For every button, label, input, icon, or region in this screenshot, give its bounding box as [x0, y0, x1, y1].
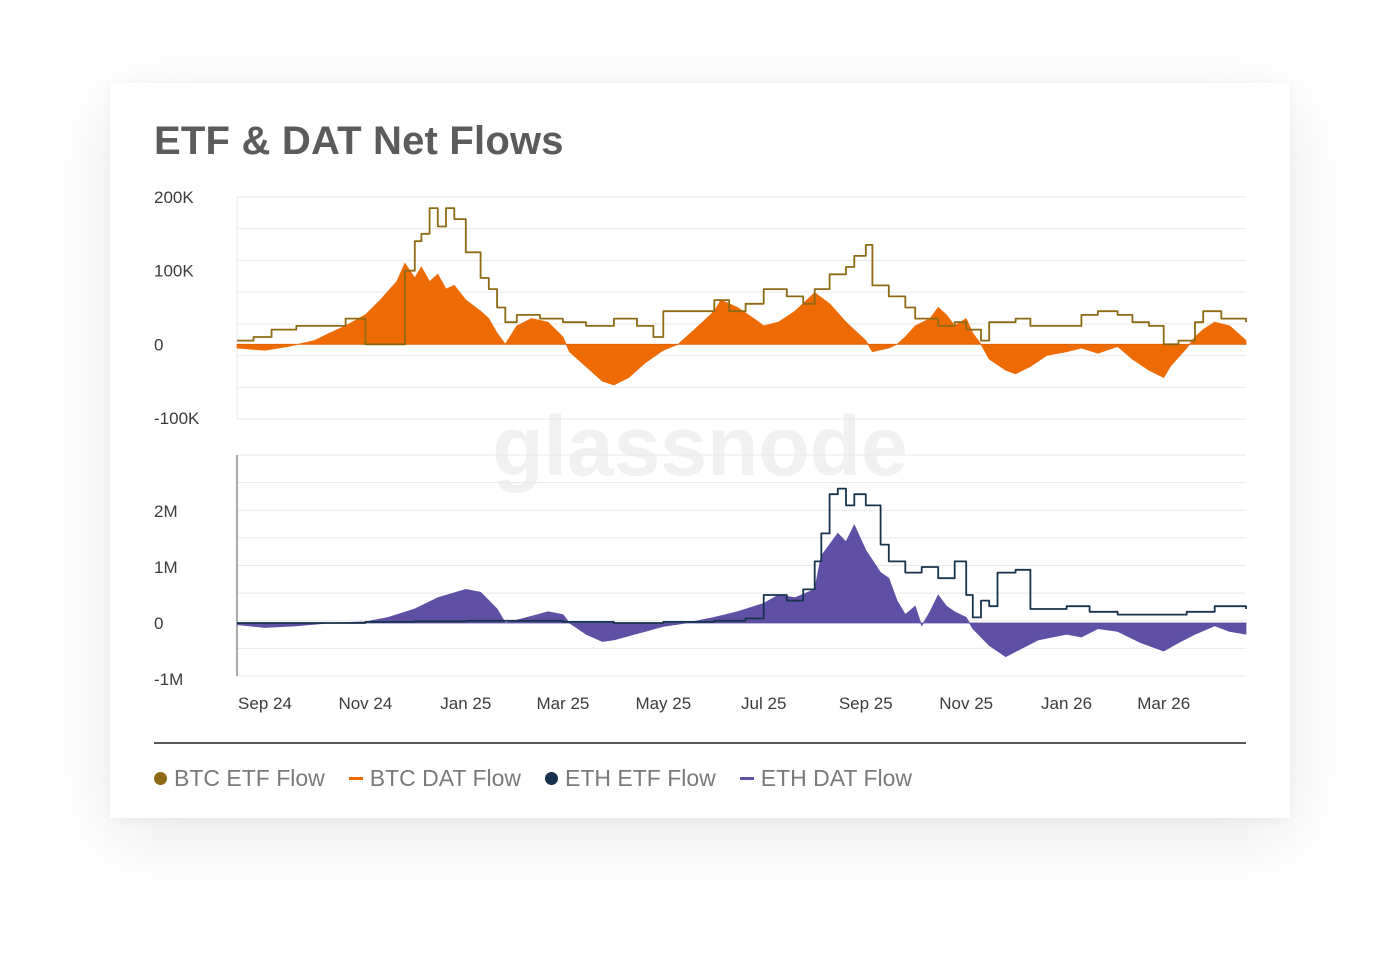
- y-tick-label: -1M: [154, 670, 183, 689]
- x-tick-label: Sep 24: [238, 694, 292, 713]
- y-tick-label: 200K: [154, 188, 194, 207]
- y-tick-label: 0: [154, 614, 163, 633]
- legend-label: ETH DAT Flow: [760, 765, 912, 791]
- chart-title: ETF & DAT Net Flows: [154, 119, 564, 163]
- legend-item[interactable]: ETH DAT Flow: [739, 765, 912, 792]
- x-tick-label: Nov 24: [338, 694, 392, 713]
- legend-item[interactable]: ETH ETF Flow: [545, 765, 716, 792]
- legend-item[interactable]: BTC ETF Flow: [154, 765, 325, 792]
- y-tick-label: -100K: [154, 409, 200, 428]
- chart-canvas: glassnode 200K 100K 0 -100K 2M 1M 0 -1M Sep 24 N…: [154, 188, 1247, 744]
- watermark-text: glassnode: [492, 399, 907, 493]
- legend: BTC ETF Flow BTC DAT Flow ETH ETF Flow ETH …: [154, 765, 936, 792]
- x-tick-label: Jan 25: [440, 694, 491, 713]
- legend-dot-icon: [545, 772, 558, 785]
- x-tick-label: Nov 25: [939, 694, 993, 713]
- eth-etf-flow-line: [237, 487, 1247, 624]
- x-tick-label: Jan 26: [1041, 694, 1092, 713]
- legend-dot-icon: [154, 772, 167, 785]
- y-tick-label: 0: [154, 335, 163, 354]
- legend-dash-icon: [739, 777, 754, 780]
- btc-series-layer: [236, 207, 1247, 386]
- x-tick-label: Mar 25: [536, 694, 589, 713]
- x-tick-label: May 25: [635, 694, 691, 713]
- y-tick-label: 100K: [154, 262, 194, 281]
- legend-dash-icon: [348, 777, 363, 780]
- eth-series-layer: [236, 487, 1247, 658]
- legend-item[interactable]: BTC DAT Flow: [348, 765, 521, 792]
- legend-label: BTC DAT Flow: [369, 765, 521, 791]
- btc-etf-flow-line: [237, 207, 1247, 346]
- chart-card: ETF & DAT Net Flows glassnode 200K 100K 0 -…: [110, 83, 1290, 818]
- legend-label: BTC ETF Flow: [174, 765, 325, 791]
- x-axis-labels: Sep 24 Nov 24 Jan 25 Mar 25 May 25 Jul 25 Sep …: [238, 694, 1190, 713]
- legend-label: ETH ETF Flow: [565, 765, 716, 791]
- btc-dat-flow-area: [236, 262, 1247, 386]
- x-tick-label: Sep 25: [839, 694, 893, 713]
- x-tick-label: Jul 25: [741, 694, 786, 713]
- y-tick-label: 1M: [154, 558, 178, 577]
- eth-dat-flow-area: [236, 524, 1247, 658]
- y-axis-labels: 200K 100K 0 -100K 2M 1M 0 -1M: [154, 188, 200, 689]
- y-tick-label: 2M: [154, 502, 178, 521]
- x-tick-label: Mar 26: [1137, 694, 1190, 713]
